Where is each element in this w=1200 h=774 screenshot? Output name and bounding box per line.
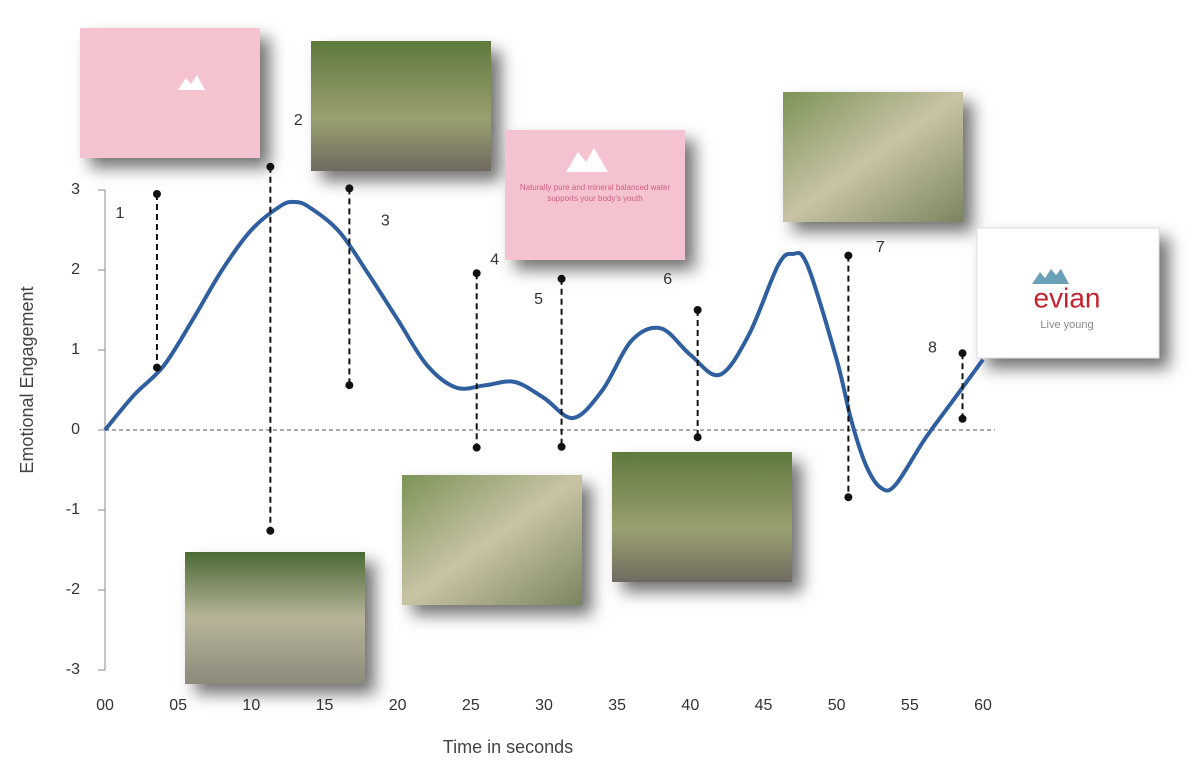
marker-label: 1 <box>115 205 124 222</box>
logo-mountain <box>1032 269 1069 284</box>
marker-dot <box>844 251 853 260</box>
marker-dot <box>266 526 275 535</box>
frame-photo <box>185 552 365 684</box>
marker-label: 2 <box>294 112 303 129</box>
y-tick-label: 3 <box>71 181 80 198</box>
x-tick-label: 15 <box>316 697 334 714</box>
x-tick-label: 25 <box>462 697 480 714</box>
frame-logo <box>976 227 1160 359</box>
marker-dot <box>345 184 354 193</box>
marker-dot <box>345 381 354 390</box>
engagement-line <box>103 199 985 493</box>
frame-photo <box>402 475 582 605</box>
y-tick-label: -2 <box>66 581 80 598</box>
marker-dot <box>472 443 481 452</box>
y-tick-label: 1 <box>71 341 80 358</box>
marker-label: 4 <box>490 251 499 268</box>
marker-dot <box>958 349 967 358</box>
marker-dot <box>557 274 566 283</box>
tagline: Live young <box>1040 319 1093 331</box>
frame-photo <box>783 92 963 222</box>
frame-pink <box>80 28 260 158</box>
x-tick-label: 45 <box>755 697 773 714</box>
marker-dot <box>693 306 702 314</box>
x-tick-label: 05 <box>169 697 187 714</box>
x-tick-label: 40 <box>681 697 699 714</box>
frame-photo <box>311 41 491 171</box>
marker-label: 7 <box>876 239 885 256</box>
card-text-box: Naturally pure and mineral balanced wate… <box>519 183 671 203</box>
marker-label: 3 <box>381 213 390 230</box>
marker-dot <box>958 414 967 423</box>
y-tick-label: 0 <box>71 421 80 438</box>
brand: evian <box>1034 282 1101 313</box>
marker-dot <box>472 269 481 278</box>
x-axis-label: Time in seconds <box>443 737 573 757</box>
marker-dot <box>693 433 702 442</box>
logo-mountain <box>178 75 205 90</box>
x-tick-label: 10 <box>242 697 260 714</box>
y-tick-label: -1 <box>66 501 80 518</box>
marker-dot <box>266 162 275 171</box>
marker-dot <box>844 493 853 502</box>
video-frames: Naturally pure and mineral balanced wate… <box>80 28 1160 684</box>
y-axis-label: Emotional Engagement <box>17 286 37 473</box>
y-tick-label: -3 <box>66 661 80 678</box>
marker-dot <box>152 363 161 372</box>
x-tick-label: 30 <box>535 697 553 714</box>
frame-photo <box>612 452 792 582</box>
marker-dot <box>557 442 566 451</box>
marker-label: 5 <box>534 291 543 308</box>
x-tick-label: 60 <box>974 697 992 714</box>
x-tick-label: 50 <box>828 697 846 714</box>
logo-mountain <box>566 148 608 172</box>
marker-label: 8 <box>928 339 937 356</box>
marker-label: 6 <box>663 271 672 288</box>
x-tick-label: 55 <box>901 697 919 714</box>
y-tick-label: 2 <box>71 261 80 278</box>
x-tick-label: 20 <box>389 697 407 714</box>
card-text: Naturally pure and mineral balanced wate… <box>519 183 671 203</box>
marker-dot <box>152 190 161 198</box>
x-tick-label: 00 <box>96 697 114 714</box>
x-tick-label: 35 <box>608 697 626 714</box>
